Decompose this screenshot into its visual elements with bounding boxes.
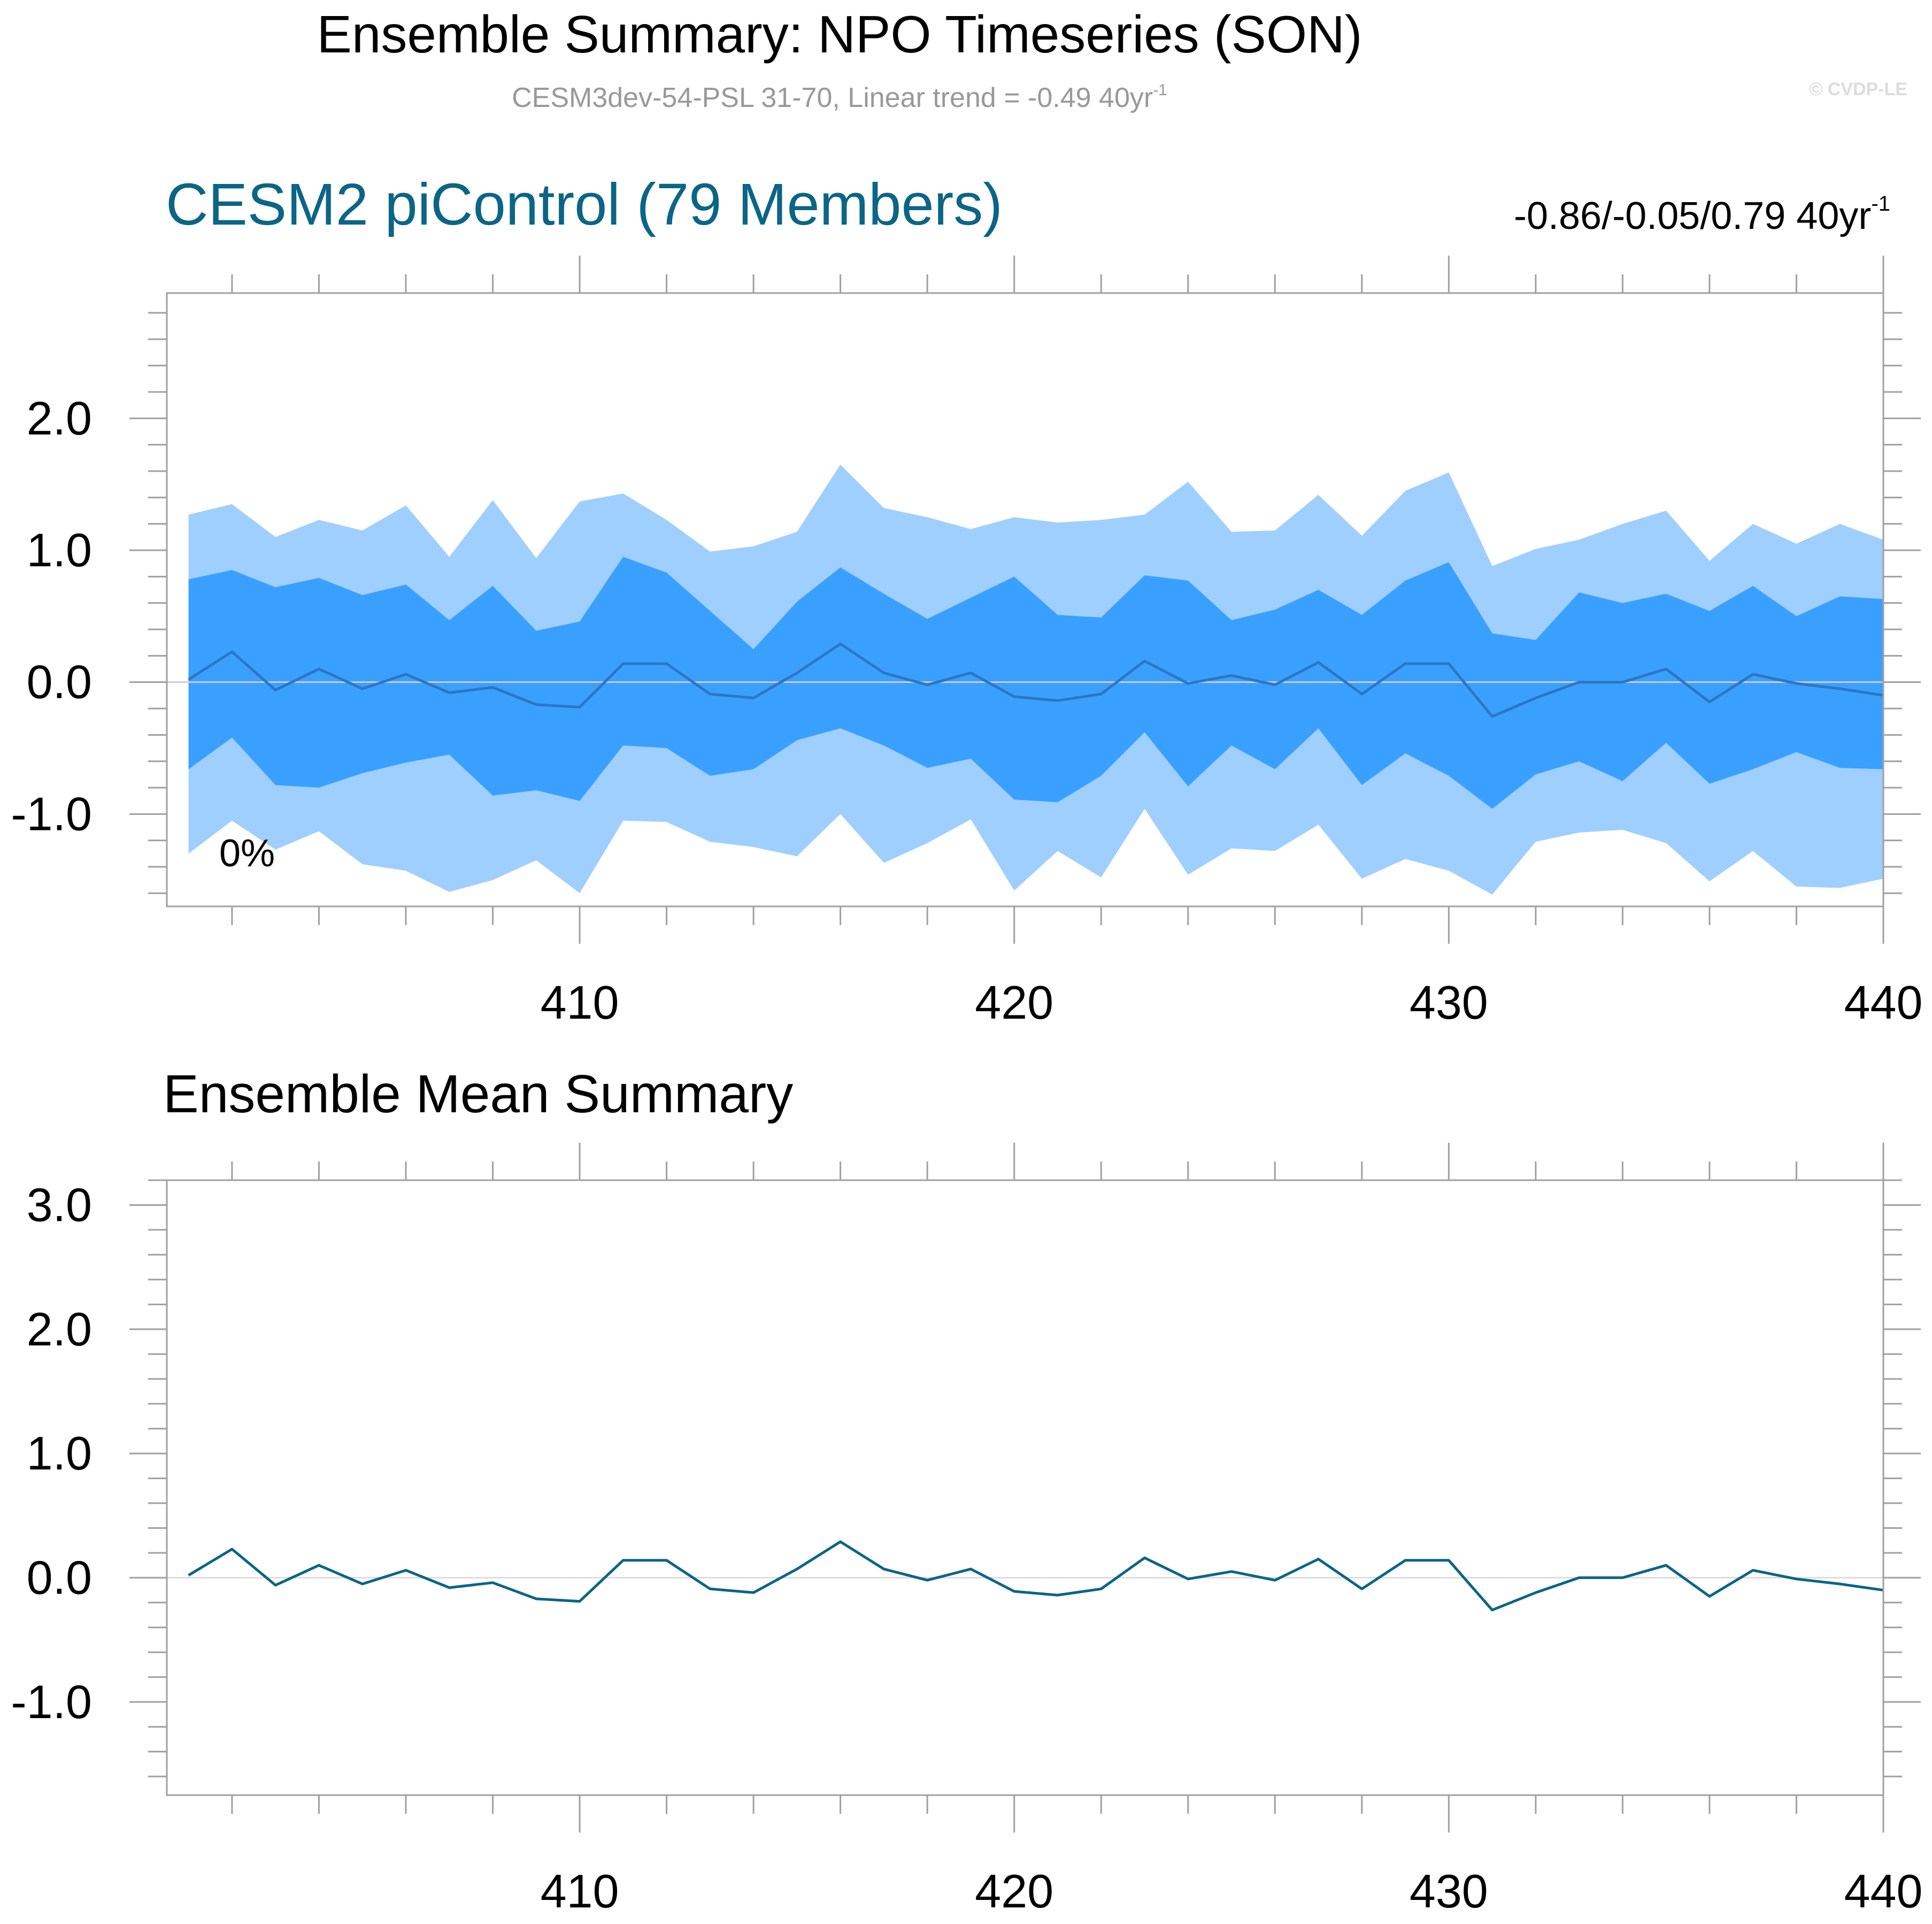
ensemble-spread-panel: CESM2 piControl (79 Members) -0.86/-0.05… xyxy=(11,172,1922,1029)
ensemble-mean-summary-line xyxy=(188,1540,1884,1612)
axes-frame: 410 420 430 440 -1.0 0.0 1.0 2.0 3.0 xyxy=(11,1143,1922,1918)
x-tick-label: 420 xyxy=(975,976,1053,1029)
x-tick-label: 420 xyxy=(975,1865,1053,1918)
subtitle-text: CESM3dev-54-PSL 31-70, Linear trend = -0… xyxy=(512,82,1153,113)
x-tick-label: 430 xyxy=(1410,1865,1488,1918)
x-tick-label: 430 xyxy=(1410,976,1488,1029)
plot-frame xyxy=(166,292,1884,907)
figure-subtitle: CESM3dev-54-PSL 31-70, Linear trend = -0… xyxy=(512,81,1167,113)
copyright-label: © CVDP-LE xyxy=(1809,79,1907,99)
stats-label: -0.86/-0.05/0.79 40yr-1 xyxy=(1514,192,1890,237)
x-tick-label: 410 xyxy=(541,976,619,1029)
x-tick-label: 440 xyxy=(1844,1865,1923,1918)
percent-annotation: 0% xyxy=(219,832,275,875)
stats-text: -0.86/-0.05/0.79 40yr xyxy=(1514,195,1871,237)
panel-title-mean-summary: Ensemble Mean Summary xyxy=(163,1064,793,1124)
y-tick-label: 1.0 xyxy=(27,524,92,576)
y-tick-label: 1.0 xyxy=(27,1427,92,1480)
subtitle-superscript: -1 xyxy=(1153,81,1167,99)
y-tick-label: -1.0 xyxy=(11,787,92,840)
axes-frame: 410 420 430 440 -1.0 0.0 1.0 2.0 xyxy=(11,256,1922,1029)
ensemble-mean-panel: Ensemble Mean Summary 410 420 430 440 -1.0 0.… xyxy=(11,1064,1922,1918)
y-tick-label: -1.0 xyxy=(11,1675,92,1728)
y-tick-label: 2.0 xyxy=(27,1303,92,1356)
y-tick-label: 0.0 xyxy=(27,656,92,709)
x-tick-label: 410 xyxy=(541,1865,619,1918)
figure-title: Ensemble Summary: NPO Timeseries (SON) xyxy=(317,5,1363,64)
x-tick-label: 440 xyxy=(1844,976,1923,1029)
plot-frame xyxy=(166,1179,1884,1796)
y-tick-label: 2.0 xyxy=(27,391,92,444)
y-tick-label: 0.0 xyxy=(27,1551,92,1604)
y-tick-label: 3.0 xyxy=(27,1178,92,1231)
stats-superscript: -1 xyxy=(1871,192,1890,216)
panel-title-ensemble: CESM2 piControl (79 Members) xyxy=(166,172,1003,237)
ensemble-mean-line xyxy=(188,642,1884,718)
